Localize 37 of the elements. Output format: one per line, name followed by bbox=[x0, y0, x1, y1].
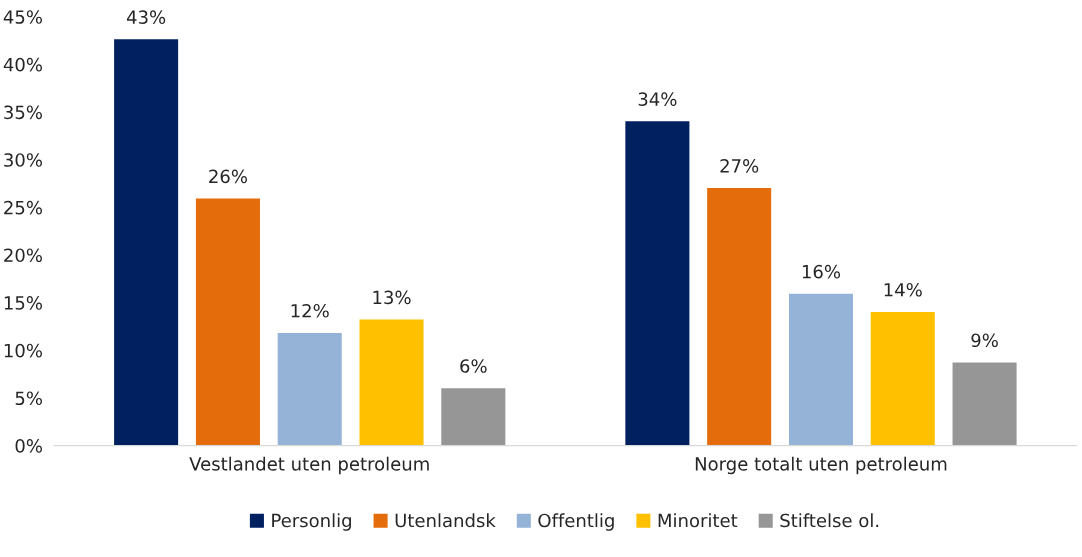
bar bbox=[705, 186, 773, 446]
y-tick-label: 25% bbox=[4, 200, 42, 215]
data-label: 14% bbox=[884, 282, 922, 297]
data-label: 16% bbox=[802, 264, 841, 279]
bar bbox=[869, 310, 937, 446]
data-label: 27% bbox=[720, 159, 759, 173]
data-label: 13% bbox=[373, 290, 411, 305]
legend-label: Minoritet bbox=[658, 513, 738, 528]
legend-label: Offentlig bbox=[538, 513, 614, 531]
data-label: 9% bbox=[971, 333, 998, 348]
x-tick-label: Norge totalt uten petroleum bbox=[695, 456, 947, 475]
legend-label: Utenlandsk bbox=[395, 513, 496, 528]
bar bbox=[276, 331, 344, 446]
y-tick-label: 5% bbox=[15, 391, 42, 406]
x-tick-label: Vestlandet uten petroleum bbox=[189, 456, 429, 475]
bar bbox=[194, 197, 262, 446]
y-tick-label: 20% bbox=[4, 248, 42, 263]
bar bbox=[951, 361, 1018, 446]
y-tick-label: 35% bbox=[4, 105, 42, 120]
y-tick-label: 15% bbox=[4, 296, 42, 310]
y-tick-label: 10% bbox=[4, 343, 42, 358]
y-tick-label: 45% bbox=[3, 10, 42, 24]
data-label: 12% bbox=[291, 303, 329, 318]
legend-label: Stiftelse ol. bbox=[780, 513, 879, 528]
data-label: 6% bbox=[460, 359, 487, 373]
bar bbox=[358, 318, 425, 446]
legend-label: Personlig bbox=[272, 513, 351, 531]
y-tick-label: 0% bbox=[15, 439, 42, 453]
data-label: 43% bbox=[126, 10, 166, 25]
y-tick-label: 40% bbox=[3, 57, 42, 72]
data-label: 26% bbox=[209, 169, 247, 184]
data-label: 34% bbox=[638, 92, 677, 106]
bar bbox=[439, 386, 507, 446]
bar bbox=[112, 37, 180, 446]
bar bbox=[623, 119, 691, 446]
y-tick-label: 30% bbox=[4, 153, 42, 167]
bar bbox=[787, 292, 855, 446]
